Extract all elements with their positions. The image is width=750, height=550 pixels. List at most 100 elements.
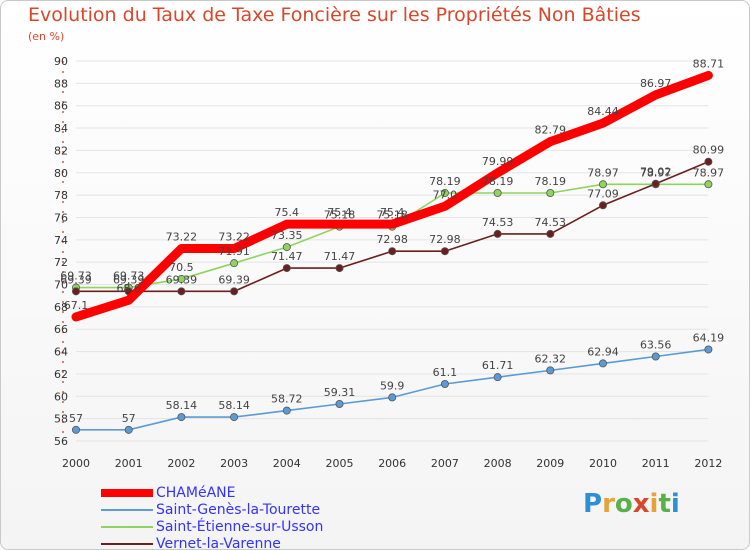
y-tick-label: 58 bbox=[54, 413, 68, 426]
data-label: 78.19 bbox=[482, 175, 514, 188]
data-point bbox=[440, 188, 449, 197]
data-label: 78.97 bbox=[693, 166, 725, 179]
data-label: 61.71 bbox=[482, 359, 514, 372]
y-tick-label: 82 bbox=[54, 144, 68, 157]
data-label: 79.99 bbox=[482, 155, 514, 168]
data-label: 57 bbox=[122, 412, 136, 425]
y-tick-label: 64 bbox=[54, 346, 68, 359]
y-tick-label: 88 bbox=[54, 77, 68, 90]
data-label: 75.18 bbox=[324, 209, 356, 222]
data-point bbox=[72, 425, 81, 434]
data-point bbox=[177, 244, 186, 253]
data-label: 58.72 bbox=[271, 393, 303, 406]
data-point bbox=[282, 406, 291, 415]
y-tick-label: 68 bbox=[54, 301, 68, 314]
data-label: 67.1 bbox=[64, 299, 89, 312]
line-chart: 56 58 60 62 64 66 68 70 72 74 76 78 80 82 84 86 88 90 2000… bbox=[54, 55, 725, 470]
legend-label: Saint-Étienne-sur-Usson bbox=[156, 519, 324, 535]
data-label: 64.19 bbox=[693, 331, 725, 344]
y-tick-label: 76 bbox=[54, 211, 68, 224]
data-point bbox=[335, 264, 344, 273]
data-label: 72.98 bbox=[429, 233, 461, 246]
data-point bbox=[388, 220, 397, 229]
x-tick-label: 2000 bbox=[62, 457, 90, 470]
x-tick-label: 2008 bbox=[484, 457, 512, 470]
data-label: 79.02 bbox=[640, 166, 672, 179]
data-label: 59.31 bbox=[324, 386, 356, 399]
chart-subtitle: (en %) bbox=[28, 30, 65, 43]
proxiti-logo: Proxiti bbox=[583, 489, 680, 519]
data-point bbox=[599, 359, 608, 368]
data-label: 70.5 bbox=[169, 261, 194, 274]
x-tick-label: 2004 bbox=[273, 457, 301, 470]
logo-letter: r bbox=[602, 489, 615, 519]
data-point bbox=[546, 188, 555, 197]
data-point bbox=[230, 413, 239, 422]
data-label: 71.47 bbox=[271, 250, 303, 263]
data-point bbox=[493, 188, 502, 197]
data-point bbox=[124, 425, 133, 434]
data-label: 61.1 bbox=[433, 366, 458, 379]
data-point bbox=[493, 168, 502, 177]
y-tick-label: 56 bbox=[54, 435, 68, 448]
data-point bbox=[440, 247, 449, 256]
y-tick-label: 70 bbox=[54, 279, 68, 292]
data-label: 75.18 bbox=[376, 209, 408, 222]
logo-letter: o bbox=[614, 489, 633, 519]
x-tick-label: 2012 bbox=[694, 457, 722, 470]
data-point bbox=[72, 287, 81, 296]
data-point bbox=[704, 71, 713, 80]
data-label: 75.4 bbox=[380, 206, 405, 219]
data-label: 58.14 bbox=[166, 399, 198, 412]
x-tick-label: 2006 bbox=[378, 457, 406, 470]
data-label: 69.73 bbox=[113, 270, 145, 283]
legend-label: Saint-Genès-la-Tourette bbox=[156, 502, 321, 518]
x-tick-label: 2007 bbox=[431, 457, 459, 470]
logo-letter: i bbox=[649, 489, 659, 519]
logo-letter: x bbox=[632, 489, 650, 519]
data-label: 84.44 bbox=[587, 105, 619, 118]
y-tick-label: 72 bbox=[54, 256, 68, 269]
y-tick-label: 60 bbox=[54, 390, 68, 403]
logo-letter: i bbox=[670, 489, 680, 519]
data-label: 57 bbox=[69, 412, 83, 425]
data-point bbox=[704, 157, 713, 166]
data-label: 69.73 bbox=[60, 270, 92, 283]
data-label: 77.09 bbox=[587, 187, 619, 200]
data-point bbox=[651, 352, 660, 361]
y-tick-label: 66 bbox=[54, 323, 68, 336]
data-label: 77.0 bbox=[433, 188, 458, 201]
data-label: 73.22 bbox=[166, 231, 198, 244]
y-tick-label: 90 bbox=[54, 55, 68, 68]
legend-swatch bbox=[101, 543, 153, 545]
x-tick-label: 2009 bbox=[536, 457, 564, 470]
data-point bbox=[335, 220, 344, 229]
data-label: 62.32 bbox=[535, 352, 567, 365]
data-label: 59.9 bbox=[380, 379, 405, 392]
data-label: 71.47 bbox=[324, 250, 356, 263]
data-label: 63.56 bbox=[640, 339, 672, 352]
data-label: 75.4 bbox=[275, 206, 300, 219]
legend-label: CHAMéANE bbox=[156, 485, 236, 501]
data-point bbox=[493, 373, 502, 382]
y-tick-label: 78 bbox=[54, 189, 68, 202]
data-point bbox=[599, 201, 608, 210]
data-point bbox=[651, 90, 660, 99]
data-point bbox=[230, 259, 239, 268]
data-label: 69.39 bbox=[218, 273, 250, 286]
data-label: 88.71 bbox=[693, 57, 725, 70]
x-tick-label: 2002 bbox=[167, 457, 195, 470]
data-point bbox=[124, 296, 133, 305]
logo-letter: P bbox=[583, 489, 603, 519]
data-point bbox=[704, 180, 713, 189]
data-label: 69.39 bbox=[60, 273, 92, 286]
legend-swatch bbox=[101, 526, 153, 528]
data-label: 58.14 bbox=[218, 399, 250, 412]
data-point bbox=[177, 287, 186, 296]
data-point bbox=[704, 345, 713, 354]
data-label: 75.4 bbox=[327, 206, 352, 219]
data-point bbox=[599, 119, 607, 128]
logo-letter: t bbox=[658, 489, 671, 519]
x-tick-label: 2003 bbox=[220, 457, 248, 470]
